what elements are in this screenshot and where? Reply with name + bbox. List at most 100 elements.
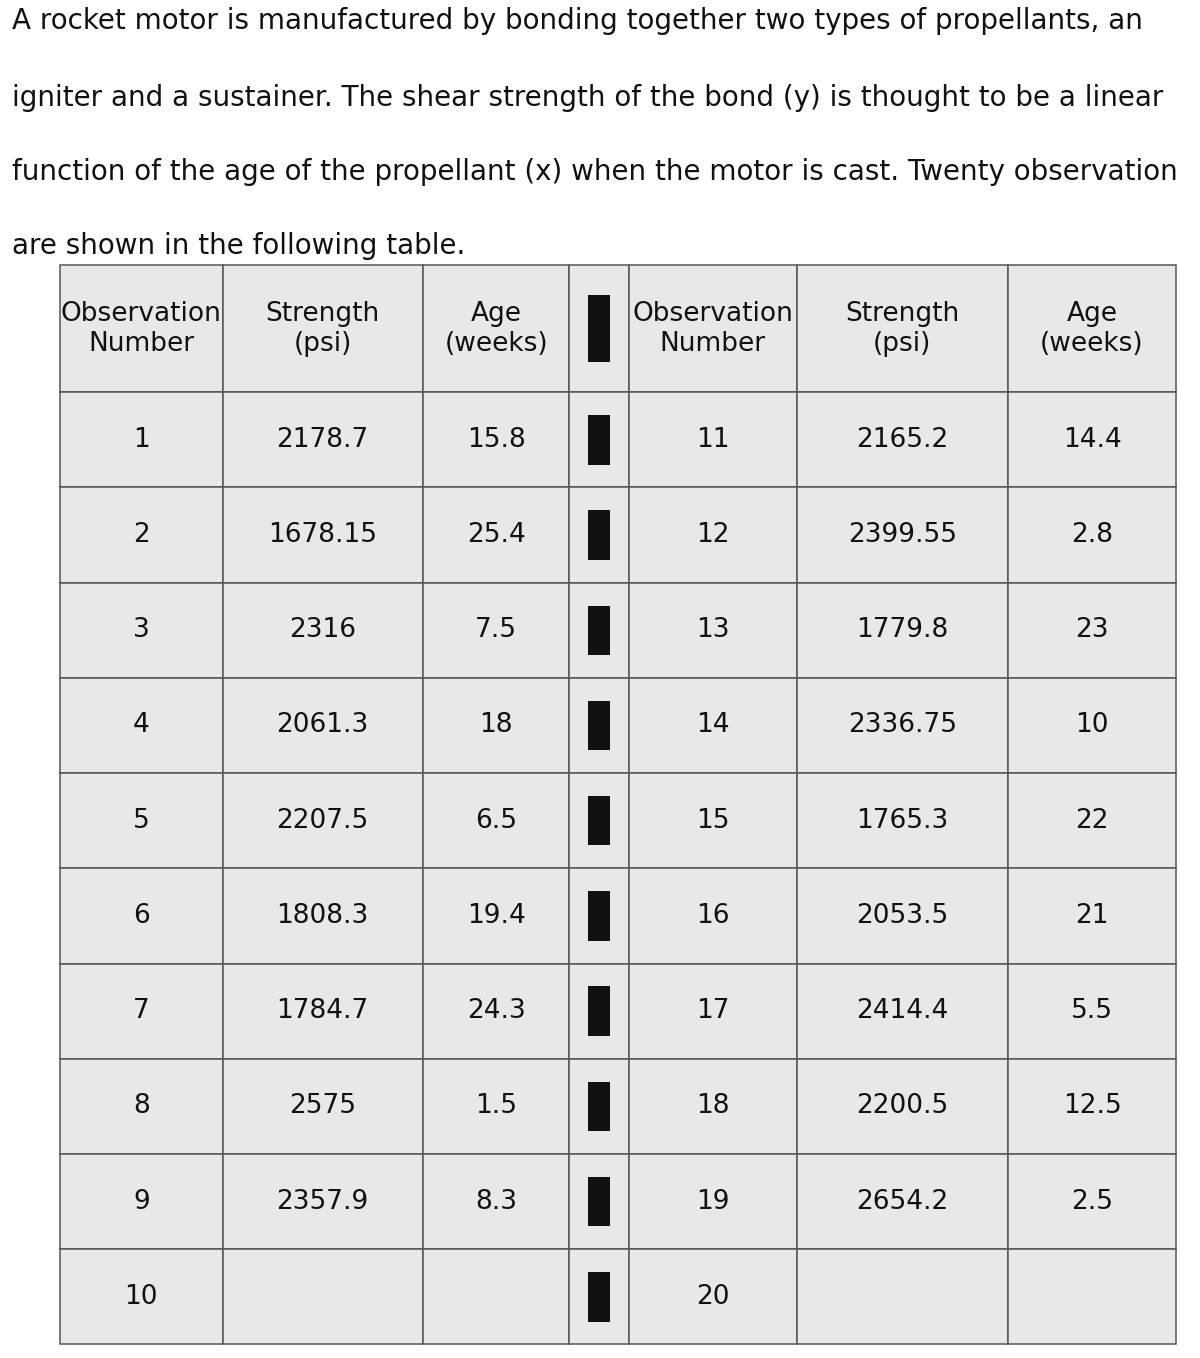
Text: 20: 20 xyxy=(696,1283,730,1310)
Bar xyxy=(797,583,1008,678)
Text: Age
(weeks): Age (weeks) xyxy=(444,300,548,357)
Bar xyxy=(588,606,611,655)
Text: 8: 8 xyxy=(133,1093,150,1119)
Bar xyxy=(629,1059,797,1154)
Bar xyxy=(60,392,222,488)
Text: 12: 12 xyxy=(696,521,730,549)
Text: 5: 5 xyxy=(133,808,150,834)
Bar xyxy=(629,392,797,488)
Bar xyxy=(797,392,1008,488)
Bar xyxy=(588,986,611,1036)
Bar xyxy=(222,583,422,678)
Text: 2200.5: 2200.5 xyxy=(857,1093,948,1119)
Text: Strength
(psi): Strength (psi) xyxy=(845,300,960,357)
Bar xyxy=(422,583,569,678)
Bar xyxy=(222,868,422,964)
Bar xyxy=(222,1059,422,1154)
Bar xyxy=(569,488,629,583)
Text: 2053.5: 2053.5 xyxy=(857,903,948,929)
Text: 2336.75: 2336.75 xyxy=(848,713,956,739)
Bar xyxy=(629,773,797,868)
Bar xyxy=(588,891,611,941)
Text: A rocket motor is manufactured by bonding together two types of propellants, an: A rocket motor is manufactured by bondin… xyxy=(12,7,1142,35)
Bar xyxy=(422,1059,569,1154)
Text: 1784.7: 1784.7 xyxy=(277,998,368,1024)
Bar xyxy=(629,678,797,773)
Bar xyxy=(569,1249,629,1344)
Bar xyxy=(569,868,629,964)
Bar xyxy=(797,868,1008,964)
Text: 6: 6 xyxy=(133,903,150,929)
Text: 13: 13 xyxy=(696,618,730,644)
Bar xyxy=(569,964,629,1059)
Bar xyxy=(60,1249,222,1344)
Bar xyxy=(588,1272,611,1321)
Text: igniter and a sustainer. The shear strength of the bond (y) is thought to be a l: igniter and a sustainer. The shear stren… xyxy=(12,84,1163,111)
Bar xyxy=(422,1249,569,1344)
Bar xyxy=(422,868,569,964)
Bar xyxy=(60,868,222,964)
Text: 2414.4: 2414.4 xyxy=(857,998,948,1024)
Text: 18: 18 xyxy=(479,713,512,739)
Bar xyxy=(222,964,422,1059)
Bar xyxy=(222,773,422,868)
Bar xyxy=(1008,868,1176,964)
Text: 1.5: 1.5 xyxy=(475,1093,517,1119)
Text: 23: 23 xyxy=(1075,618,1109,644)
Text: 2061.3: 2061.3 xyxy=(277,713,368,739)
Bar xyxy=(629,488,797,583)
Bar xyxy=(569,1154,629,1249)
Text: 14.4: 14.4 xyxy=(1063,426,1122,452)
Text: 2357.9: 2357.9 xyxy=(277,1188,368,1214)
Bar xyxy=(569,1059,629,1154)
Text: 2165.2: 2165.2 xyxy=(857,426,948,452)
Bar xyxy=(797,488,1008,583)
Text: 1678.15: 1678.15 xyxy=(269,521,377,549)
Bar xyxy=(422,392,569,488)
Text: 6.5: 6.5 xyxy=(475,808,517,834)
Bar xyxy=(629,583,797,678)
Bar xyxy=(60,773,222,868)
Bar xyxy=(569,392,629,488)
Text: Observation
Number: Observation Number xyxy=(61,300,222,357)
Bar xyxy=(1008,678,1176,773)
Bar xyxy=(60,583,222,678)
Text: 24.3: 24.3 xyxy=(467,998,526,1024)
Bar xyxy=(60,1059,222,1154)
Text: 1808.3: 1808.3 xyxy=(277,903,368,929)
Bar xyxy=(797,773,1008,868)
Text: 4: 4 xyxy=(133,713,150,739)
Bar xyxy=(588,416,611,464)
Bar xyxy=(569,773,629,868)
Bar xyxy=(569,265,629,392)
Bar xyxy=(1008,265,1176,392)
Bar xyxy=(588,701,611,750)
Bar xyxy=(222,678,422,773)
Bar xyxy=(629,1154,797,1249)
Bar xyxy=(1008,488,1176,583)
Bar xyxy=(797,1059,1008,1154)
Text: 22: 22 xyxy=(1075,808,1109,834)
Bar xyxy=(797,964,1008,1059)
Text: 1779.8: 1779.8 xyxy=(857,618,948,644)
Text: 12.5: 12.5 xyxy=(1063,1093,1122,1119)
Bar xyxy=(422,678,569,773)
Bar xyxy=(60,265,222,392)
Bar xyxy=(629,868,797,964)
Text: Strength
(psi): Strength (psi) xyxy=(265,300,380,357)
Text: 19.4: 19.4 xyxy=(467,903,526,929)
Text: 25.4: 25.4 xyxy=(467,521,526,549)
Bar xyxy=(1008,1059,1176,1154)
Bar xyxy=(797,265,1008,392)
Bar xyxy=(60,964,222,1059)
Bar xyxy=(588,511,611,559)
Bar xyxy=(1008,964,1176,1059)
Text: Observation
Number: Observation Number xyxy=(632,300,793,357)
Text: 2654.2: 2654.2 xyxy=(857,1188,948,1214)
Bar xyxy=(569,583,629,678)
Text: function of the age of the propellant (x) when the motor is cast. Twenty observa: function of the age of the propellant (x… xyxy=(12,158,1177,186)
Bar xyxy=(588,796,611,846)
Text: 2.8: 2.8 xyxy=(1072,521,1114,549)
Bar xyxy=(422,1154,569,1249)
Text: 1765.3: 1765.3 xyxy=(857,808,948,834)
